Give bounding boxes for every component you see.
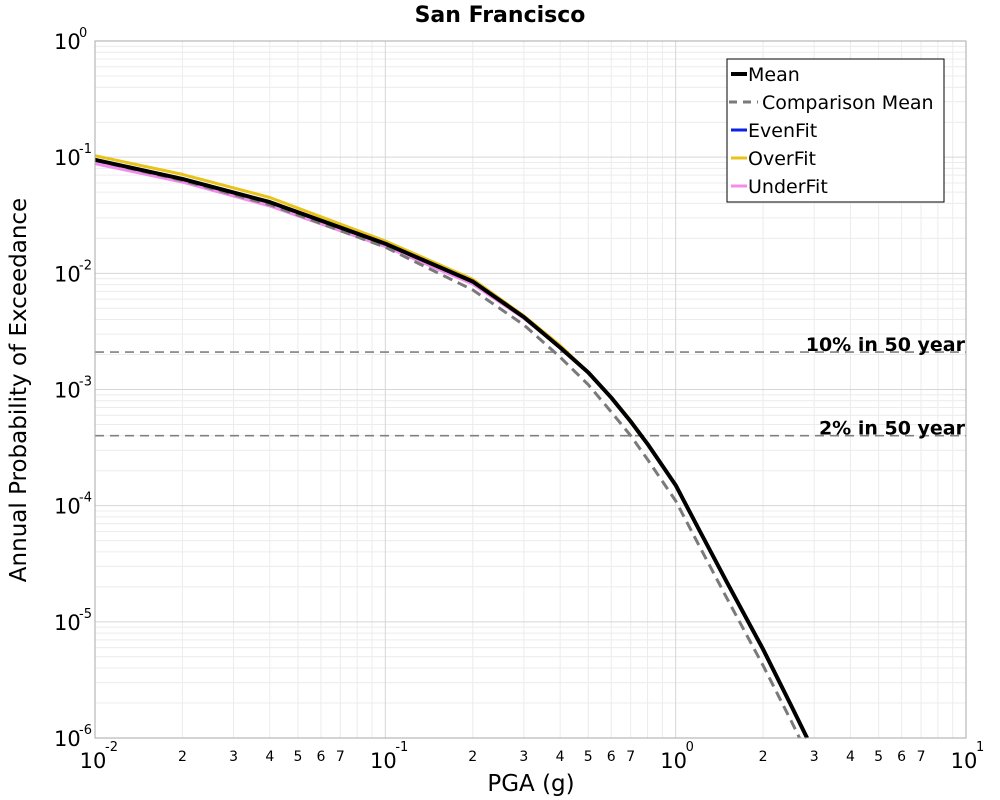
y-tick-exponent: -3 — [79, 375, 92, 390]
y-axis-label: Annual Probability of Exceedance — [6, 198, 32, 582]
x-minor-tick-label: 6 — [607, 749, 616, 765]
x-minor-tick-label: 2 — [178, 749, 187, 765]
x-minor-tick-label: 5 — [584, 749, 593, 765]
x-minor-tick-label: 5 — [874, 749, 883, 765]
y-major-tick-label: 10-4 — [54, 491, 92, 519]
x-major-tick-label: 10-1 — [370, 740, 408, 773]
x-tick-base: 10 — [951, 749, 978, 773]
x-minor-tick-label: 2 — [759, 749, 768, 765]
chart-title: San Francisco — [415, 3, 586, 28]
legend-item: UnderFit — [731, 176, 828, 198]
x-axis-label: PGA (g) — [487, 771, 574, 797]
reference-lines — [95, 351, 966, 437]
x-tick-exponent: 0 — [686, 740, 694, 755]
x-minor-tick-label: 4 — [265, 749, 274, 765]
y-tick-base: 10 — [54, 30, 81, 54]
y-tick-exponent: 0 — [79, 26, 87, 41]
y-major-tick-label: 10-1 — [54, 142, 92, 170]
reference-line-label: 10% in 50 year — [806, 334, 966, 356]
y-tick-base: 10 — [54, 611, 81, 635]
series-layer — [94, 154, 809, 739]
x-minor-tick-label: 6 — [316, 749, 325, 765]
legend-box — [726, 58, 945, 203]
x-major-tick-label: 100 — [660, 740, 694, 773]
y-tick-exponent: -1 — [79, 142, 92, 157]
x-minor-tick-label: 3 — [229, 749, 238, 765]
y-major-tick-label: 100 — [54, 26, 87, 54]
y-tick-base: 10 — [54, 379, 81, 403]
series-line — [94, 157, 809, 739]
legend-items: Mean Comparison Mean EvenFit OverFit UnderFi… — [729, 64, 934, 198]
x-minor-tick-label: 7 — [336, 749, 345, 765]
legend-label: Mean — [748, 64, 800, 86]
legend-item: OverFit — [731, 148, 816, 170]
x-minor-tick-label: 6 — [897, 749, 906, 765]
y-major-tick-label: 10-3 — [54, 375, 92, 403]
y-tick-base: 10 — [54, 146, 81, 170]
y-tick-base: 10 — [54, 262, 81, 286]
x-minor-tick-label: 3 — [519, 749, 528, 765]
x-tick-exponent: 1 — [976, 740, 984, 755]
y-tick-base: 10 — [54, 495, 81, 519]
legend: Mean Comparison Mean EvenFit OverFit UnderFi… — [726, 58, 945, 203]
x-major-tick-label: 10-2 — [80, 740, 118, 773]
y-tick-exponent: -2 — [79, 258, 92, 273]
x-minor-tick-label: 2 — [468, 749, 477, 765]
x-minor-tick-label: 4 — [556, 749, 565, 765]
plot-frame — [94, 40, 967, 739]
x-major-tick-label: 101 — [951, 740, 985, 773]
x-minor-tick-label: 5 — [293, 749, 302, 765]
x-tick-exponent: -2 — [105, 740, 118, 755]
legend-item: Mean — [731, 64, 800, 86]
y-tick-base: 10 — [54, 727, 81, 751]
x-tick-base: 10 — [660, 749, 687, 773]
legend-label: Comparison Mean — [762, 92, 934, 114]
x-tick-exponent: -1 — [395, 740, 408, 755]
y-tick-exponent: -4 — [79, 491, 92, 506]
x-minor-tick-label: 7 — [917, 749, 926, 765]
x-tick-base: 10 — [80, 749, 107, 773]
y-major-tick-label: 10-6 — [54, 723, 92, 751]
series-line — [94, 158, 801, 739]
reference-line-label: 2% in 50 year — [819, 418, 966, 440]
legend-label: OverFit — [748, 148, 816, 170]
x-minor-tick-label: 3 — [810, 749, 819, 765]
y-major-tick-label: 10-5 — [54, 607, 92, 635]
x-minor-tick-label: 7 — [626, 749, 635, 765]
x-tick-base: 10 — [370, 749, 397, 773]
legend-item: EvenFit — [731, 120, 817, 142]
y-major-tick-label: 10-2 — [54, 258, 92, 286]
reference-labels: 10% in 50 year 2% in 50 year — [806, 334, 966, 440]
legend-label: UnderFit — [748, 176, 828, 198]
legend-item: Comparison Mean — [729, 92, 934, 114]
y-tick-exponent: -5 — [79, 607, 92, 622]
x-minor-tick-label: 4 — [846, 749, 855, 765]
legend-label: EvenFit — [748, 120, 817, 142]
y-tick-exponent: -6 — [79, 723, 92, 738]
